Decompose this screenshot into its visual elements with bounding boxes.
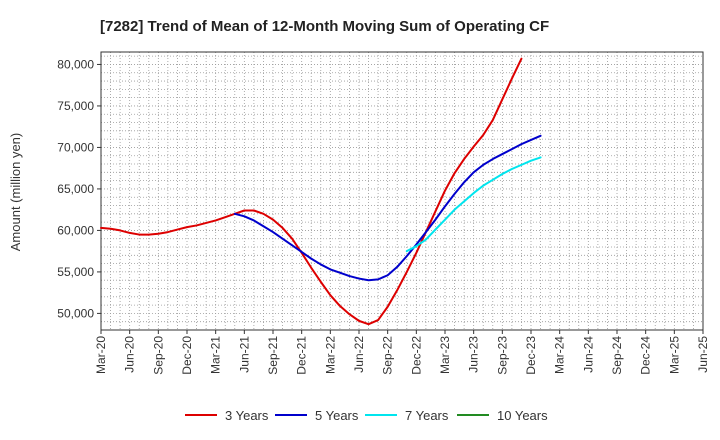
legend-label: 7 Years: [405, 408, 449, 423]
y-tick-label: 80,000: [57, 57, 94, 71]
y-tick-label: 50,000: [57, 306, 94, 320]
x-tick-label: Jun-21: [237, 336, 251, 373]
legend-label: 3 Years: [225, 408, 269, 423]
y-tick-label: 55,000: [57, 265, 94, 279]
y-axis-label: Amount (million yen): [8, 133, 23, 252]
x-tick-label: Sep-20: [151, 336, 165, 375]
x-tick-label: Mar-21: [209, 336, 223, 374]
x-tick-label: Sep-21: [266, 336, 280, 375]
legend-label: 10 Years: [497, 408, 548, 423]
y-tick-label: 70,000: [57, 140, 94, 154]
x-tick-label: Sep-22: [381, 336, 395, 375]
chart-title: [7282] Trend of Mean of 12-Month Moving …: [100, 18, 549, 35]
x-tick-label: Dec-24: [639, 336, 653, 375]
y-tick-label: 60,000: [57, 223, 94, 237]
x-tick-label: Dec-21: [295, 336, 309, 375]
x-tick-label: Mar-24: [553, 336, 567, 374]
x-tick-label: Mar-20: [94, 336, 108, 374]
plot-background: [101, 52, 703, 330]
legend-label: 5 Years: [315, 408, 359, 423]
legend: 3 Years 5 Years 7 Years 10 Years: [185, 408, 548, 423]
x-tick-label: Jun-24: [581, 336, 595, 373]
x-tick-label: Sep-24: [610, 336, 624, 375]
series-line-5-years: [233, 134, 542, 282]
x-tick-label: Jun-23: [467, 336, 481, 373]
x-tick-label: Dec-20: [180, 336, 194, 375]
plot-frame: [100, 51, 704, 331]
x-tick-label: Mar-23: [438, 336, 452, 374]
x-tick-label: Mar-22: [323, 336, 337, 374]
y-tick-label: 75,000: [57, 99, 94, 113]
x-tick-label: Jun-25: [696, 336, 710, 373]
x-tick-label: Sep-23: [495, 336, 509, 375]
y-tick-label: 65,000: [57, 182, 94, 196]
series-line-3-years: [100, 57, 523, 326]
x-tick-label: Dec-23: [524, 336, 538, 375]
x-tick-label: Jun-22: [352, 336, 366, 373]
x-tick-label: Jun-20: [123, 336, 137, 373]
series-line-7-years: [405, 156, 542, 253]
plot-area: 50,000 55,000 60,000 65,000 70,000 75,000 80,0…: [57, 51, 710, 375]
x-tick-label: Dec-22: [409, 336, 423, 375]
x-tick-label: Mar-25: [667, 336, 681, 374]
